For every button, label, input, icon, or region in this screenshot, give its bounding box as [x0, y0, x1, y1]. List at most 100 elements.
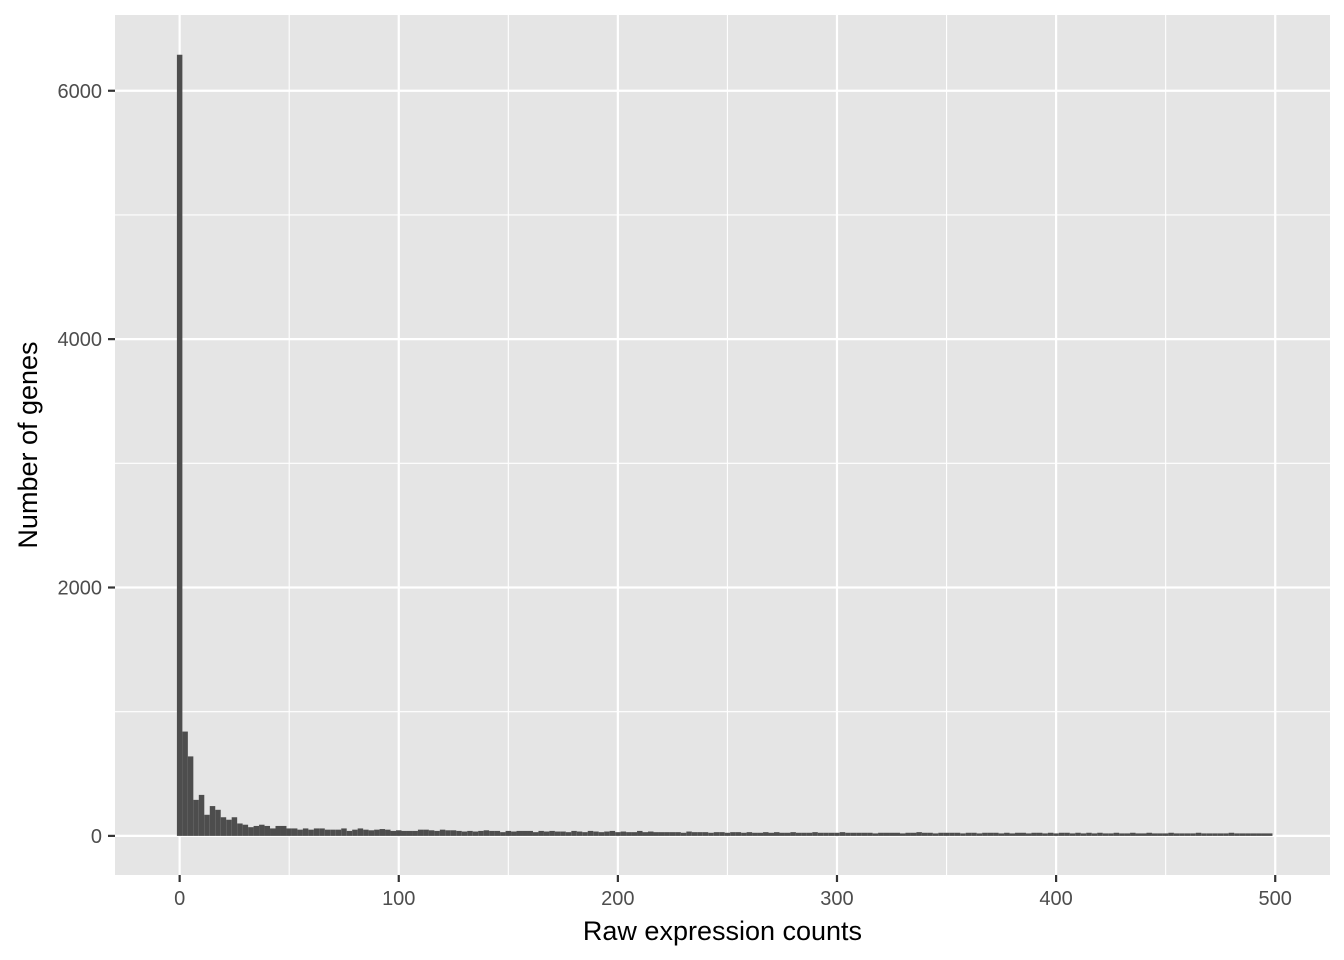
histogram-bar — [390, 830, 397, 836]
histogram-bar — [971, 832, 977, 836]
histogram-bar — [675, 832, 681, 836]
histogram-bar — [297, 829, 303, 836]
y-axis-title: Number of genes — [13, 341, 43, 548]
histogram-bar — [401, 830, 407, 836]
histogram-bar — [242, 824, 249, 836]
histogram-bar — [1020, 832, 1026, 836]
histogram-bar — [702, 832, 709, 836]
histogram-bar — [899, 833, 906, 836]
histogram-bar — [752, 832, 758, 836]
histogram-bar — [1256, 833, 1262, 836]
x-tick-label: 100 — [382, 888, 415, 910]
histogram-bar — [916, 832, 922, 836]
histogram-bar — [1223, 833, 1229, 836]
histogram-bar — [417, 829, 424, 836]
histogram-bar — [396, 830, 402, 836]
x-tick-label: 200 — [601, 888, 634, 910]
histogram-bar — [516, 830, 523, 836]
histogram-bar — [286, 828, 292, 836]
histogram-bar — [187, 756, 194, 836]
histogram-bar — [1075, 832, 1081, 836]
x-axis-title: Raw expression counts — [583, 916, 862, 946]
histogram-bar — [198, 794, 205, 836]
y-tick-label: 6000 — [58, 81, 103, 103]
histogram-bar — [850, 832, 857, 836]
histogram-bar — [790, 832, 796, 836]
histogram-bar — [456, 830, 462, 836]
histogram-bar — [823, 832, 829, 836]
histogram-bar — [784, 832, 791, 836]
histogram-bar — [1141, 833, 1147, 836]
histogram-bar — [439, 829, 446, 836]
histogram-bar — [593, 831, 599, 836]
histogram-bar — [1179, 833, 1185, 836]
x-tick-label: 500 — [1259, 888, 1292, 910]
histogram-bar — [1228, 832, 1235, 836]
histogram-bar — [352, 829, 358, 836]
y-tick-label: 4000 — [58, 329, 103, 351]
histogram-bar — [472, 831, 479, 836]
histogram-bar — [1031, 832, 1037, 836]
x-tick-label: 400 — [1039, 888, 1072, 910]
histogram-bar — [976, 833, 983, 836]
histogram-bar — [1069, 833, 1076, 836]
histogram-bar — [653, 832, 659, 836]
histogram-bar — [215, 809, 221, 836]
histogram-bar — [637, 830, 643, 836]
histogram-bar — [1080, 833, 1087, 836]
histogram-bar — [302, 828, 309, 836]
histogram-bar — [648, 831, 654, 836]
histogram-bar — [560, 831, 566, 836]
histogram-bar — [1097, 832, 1103, 836]
histogram-bar — [522, 830, 528, 836]
histogram-bar — [511, 831, 517, 836]
x-tick-label: 300 — [820, 888, 853, 910]
y-tick-label: 0 — [91, 826, 102, 848]
histogram-bar — [1261, 833, 1268, 836]
histogram-bar — [1234, 833, 1240, 836]
histogram-bar — [795, 832, 802, 836]
histogram-bar — [182, 731, 188, 836]
histogram-bar — [582, 832, 588, 836]
histogram-bar — [867, 832, 873, 836]
histogram-bar — [264, 825, 271, 836]
histogram-bar — [883, 832, 890, 836]
histogram-bar — [993, 832, 999, 836]
histogram-bar — [1146, 832, 1152, 836]
histogram-bar — [889, 832, 895, 836]
histogram-bar — [1009, 833, 1016, 836]
histogram-bar — [609, 830, 616, 836]
histogram-bar — [248, 827, 254, 836]
histogram-bar — [543, 831, 550, 836]
histogram-bar — [658, 832, 665, 836]
histogram-bar — [1184, 833, 1191, 836]
histogram-bar — [1206, 833, 1213, 836]
histogram-bar — [1119, 833, 1125, 836]
histogram-bar — [834, 832, 840, 836]
histogram-bar — [406, 830, 413, 836]
histogram-bar — [1064, 832, 1070, 836]
histogram-bar — [280, 825, 287, 836]
histogram-bar — [576, 831, 583, 836]
histogram-bar — [1053, 833, 1059, 836]
histogram-bar — [735, 832, 742, 836]
histogram-bar — [686, 831, 692, 836]
histogram-bar — [335, 829, 342, 836]
histogram-bar — [642, 832, 649, 836]
histogram-bar — [324, 829, 331, 836]
histogram-bar — [817, 832, 824, 836]
histogram-bar — [1130, 832, 1136, 836]
histogram-bar — [1212, 833, 1218, 836]
histogram-bar — [270, 828, 276, 836]
histogram-bar — [938, 832, 944, 836]
histogram-bar — [741, 832, 747, 836]
histogram-bar — [1086, 832, 1092, 836]
histogram-bar — [483, 830, 490, 836]
histogram-bar — [1091, 833, 1098, 836]
histogram-bar — [697, 832, 703, 836]
histogram-bar — [341, 828, 347, 836]
histogram-bar — [620, 831, 627, 836]
histogram-bar — [291, 828, 298, 836]
y-tick-label: 2000 — [58, 578, 103, 600]
